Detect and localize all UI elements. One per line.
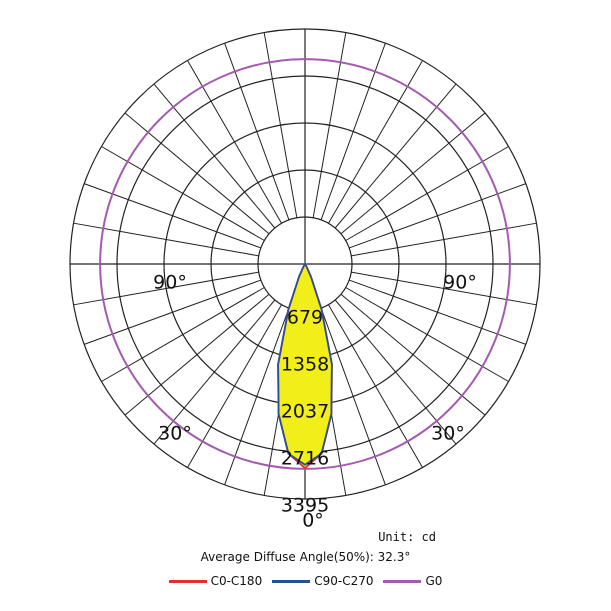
legend-item: G0 <box>383 574 442 588</box>
series-layer <box>99 58 511 470</box>
grid-spoke <box>345 287 509 382</box>
angle-label-lower-left: 30° <box>158 423 192 445</box>
grid-spoke <box>334 299 457 445</box>
legend-label: C90-C270 <box>314 574 374 588</box>
grid-spoke <box>153 83 276 229</box>
angle-label-lower-right: 30° <box>431 423 465 445</box>
grid-spoke <box>224 307 290 485</box>
legend-item: C90-C270 <box>272 574 373 588</box>
grid-spoke <box>101 287 265 382</box>
legend-label: C0-C180 <box>210 574 263 588</box>
angle-label-right: 90° <box>443 272 477 294</box>
legend-swatch <box>383 579 422 583</box>
grid-spoke <box>320 307 386 485</box>
legend: C0-C180 C90-C270 G0 <box>0 574 611 588</box>
grid-spoke <box>101 146 265 241</box>
grid-spoke <box>73 271 259 306</box>
grid-spoke <box>187 304 282 468</box>
legend-swatch <box>168 579 207 583</box>
grid-spoke <box>84 279 262 345</box>
grid-spoke <box>224 43 290 221</box>
radial-tick-label: 1358 <box>281 354 329 376</box>
grid-spoke <box>348 183 526 249</box>
grid-spoke <box>351 271 537 306</box>
diffuse-angle-note: Average Diffuse Angle(50%): 32.3° <box>200 550 411 564</box>
grid-spoke <box>187 60 282 224</box>
grid-spoke <box>124 112 270 235</box>
grid-spoke <box>328 60 423 224</box>
unit-label: Unit: cd <box>378 530 436 544</box>
grid-spoke <box>73 222 259 257</box>
grid-spoke <box>263 32 298 218</box>
angle-label-bottom: 0° <box>302 510 324 532</box>
grid-spoke <box>340 293 486 416</box>
grid-spoke <box>345 146 509 241</box>
grid-spoke <box>340 112 486 235</box>
grid-spoke <box>84 183 262 249</box>
grid-spoke <box>124 293 270 416</box>
legend-swatch <box>272 579 311 583</box>
grid-spoke <box>351 222 537 257</box>
grid-spoke <box>312 32 347 218</box>
angle-label-left: 90° <box>153 272 187 294</box>
legend-label: G0 <box>425 574 443 588</box>
legend-item: C0-C180 <box>168 574 263 588</box>
radial-tick-label: 3395 <box>281 495 329 517</box>
radial-tick-label: 2037 <box>281 401 329 423</box>
radial-tick-label: 2716 <box>281 448 329 470</box>
grid-spoke <box>348 279 526 345</box>
grid-spoke <box>153 299 276 445</box>
radial-tick-label: 679 <box>287 307 323 329</box>
grid-spoke <box>334 83 457 229</box>
series-c90-c270 <box>277 263 333 466</box>
grid-spoke <box>320 43 386 221</box>
grid-spoke <box>328 304 423 468</box>
